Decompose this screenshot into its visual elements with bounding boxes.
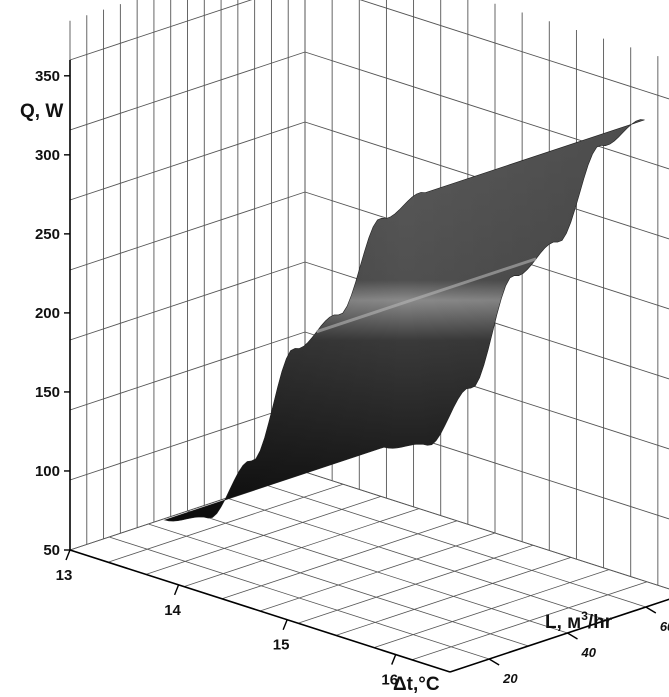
grid-line [69,121,306,201]
grid-line [265,484,646,608]
y-tick-label: 60 [660,619,669,634]
axes [64,60,669,673]
y-tick [488,658,500,666]
y-tick [645,606,657,614]
y-tick [567,632,578,640]
grid-line [109,536,490,660]
grid-line [148,523,529,647]
x-tick [173,584,180,596]
surface-shade [164,119,645,522]
y-axis-title: L, м3/hr [545,609,613,633]
grid-line [359,0,669,100]
grid-line [69,261,306,341]
x-tick-label: 15 [273,637,290,654]
z-tick-label: 300 [35,147,60,164]
x-axis-line [69,549,451,673]
grid-line [69,51,306,131]
x-tick-label: 13 [56,567,73,584]
y-tick-label: 40 [581,645,597,660]
grid-line [69,191,306,271]
y-tick-label: 20 [502,671,518,686]
z-tick-label: 100 [35,463,60,480]
labels: 350 300 250 200 150 100 50 13 14 15 16 20 40 60 Q, W Δt… [20,68,669,695]
surface-highlight [316,257,537,334]
grid-line [304,471,669,590]
x-tick-label: 14 [164,602,181,619]
grid-line [187,510,568,634]
z-tick-label: 200 [35,305,60,322]
x-axis-title: Δt,°C [393,674,440,695]
z-tick-label: 50 [43,542,60,559]
x-tick [391,654,397,665]
z-tick-label: 250 [35,226,60,243]
x-tick-label: 16 [381,672,398,689]
surface [163,119,645,522]
z-tick-label: 350 [35,68,60,85]
grid-line [69,331,306,411]
grid-line [69,0,253,61]
grid-line [304,471,669,590]
x-tick [282,619,288,630]
z-axis-title: Q, W [20,101,63,122]
grid-line [304,51,669,170]
x-tick [65,549,71,561]
grid-line [226,497,607,621]
z-tick-label: 150 [35,384,60,401]
grid-line [69,401,306,481]
